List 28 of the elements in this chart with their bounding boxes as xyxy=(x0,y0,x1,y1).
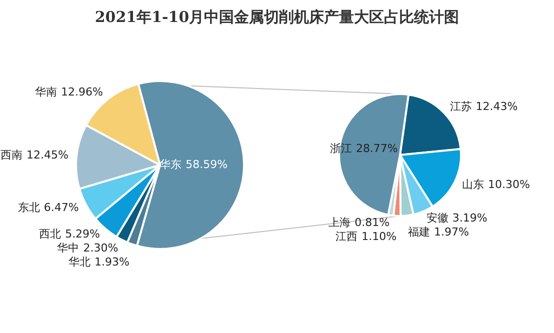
data-label: 12.43% xyxy=(476,100,518,114)
slice-label: 上海 xyxy=(328,216,351,230)
slice-label: 华中 xyxy=(57,242,80,255)
data-label: 1.97% xyxy=(434,226,469,239)
data-label: 2.30% xyxy=(83,242,118,255)
slice-label: 西南 xyxy=(0,148,23,162)
slice-label: 华东 xyxy=(160,158,182,172)
text: 2021年1-10月中国金属切削机床产量大区占比统计图 xyxy=(94,8,460,27)
data-label: 1.93% xyxy=(94,256,130,269)
slice-label: 江西 xyxy=(336,230,358,244)
data-label: 12.45% xyxy=(26,148,68,162)
slice-label: 华南 xyxy=(35,86,57,99)
slice-label: 江苏 xyxy=(450,100,472,114)
data-label: 3.19% xyxy=(452,212,488,225)
slice-label: 东北 xyxy=(18,201,40,214)
slice-label: 山东 xyxy=(462,178,484,192)
slice-label: 福建 xyxy=(408,226,430,239)
data-label: 12.96% xyxy=(61,86,103,99)
slice-label: 安徽 xyxy=(426,212,448,225)
data-label: 10.30% xyxy=(488,178,530,192)
data-label: 28.77% xyxy=(356,142,398,155)
data-label: 6.47% xyxy=(44,201,79,214)
slice-label: 西北 xyxy=(39,228,62,241)
data-label: 1.10% xyxy=(362,230,397,244)
slice-label: 华北 xyxy=(68,256,90,269)
data-label: 0.81% xyxy=(354,216,390,230)
data-label: 5.29% xyxy=(65,228,100,241)
data-label: 58.59% xyxy=(186,158,228,172)
